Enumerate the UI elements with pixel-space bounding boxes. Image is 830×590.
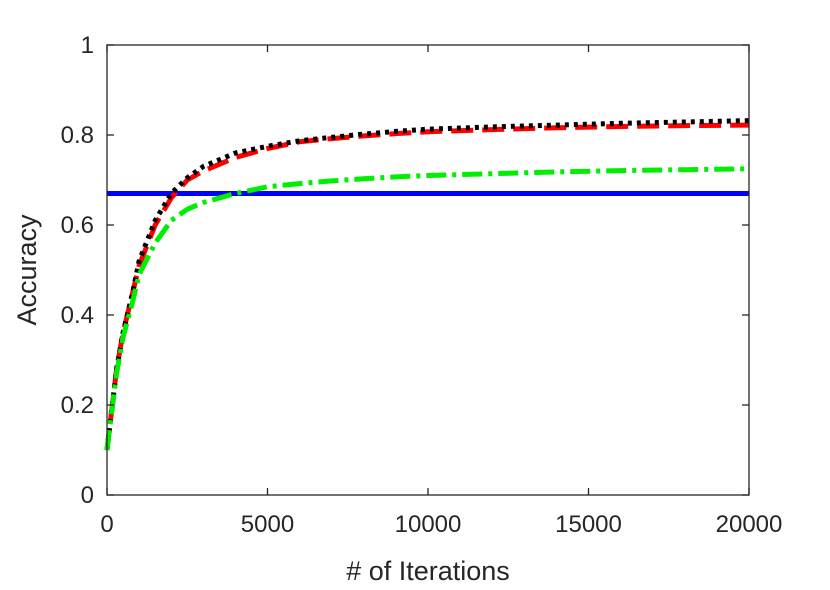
y-tick-label: 0.8 <box>61 122 94 149</box>
x-tick-label: 15000 <box>555 511 622 538</box>
x-axis-title: # of Iterations <box>346 556 510 586</box>
x-tick-label: 20000 <box>716 511 783 538</box>
x-tick-label: 10000 <box>395 511 462 538</box>
y-axis-ticks: 0 0.2 0.4 0.6 0.8 1 <box>61 32 749 509</box>
plot-lines <box>104 118 750 451</box>
series-line-dashdot <box>104 166 750 451</box>
x-tick-label: 5000 <box>241 511 294 538</box>
x-tick-label: 0 <box>100 511 113 538</box>
series-line-dashed <box>104 122 750 451</box>
x-axis-ticks: 0 5000 10000 15000 20000 <box>100 45 782 538</box>
y-tick-label: 0.4 <box>61 302 94 329</box>
y-tick-label: 0.2 <box>61 392 94 419</box>
y-tick-label: 0.6 <box>61 212 94 239</box>
y-axis-title: Accuracy <box>12 214 42 326</box>
y-tick-label: 0 <box>81 482 94 509</box>
y-tick-label: 1 <box>81 32 94 59</box>
